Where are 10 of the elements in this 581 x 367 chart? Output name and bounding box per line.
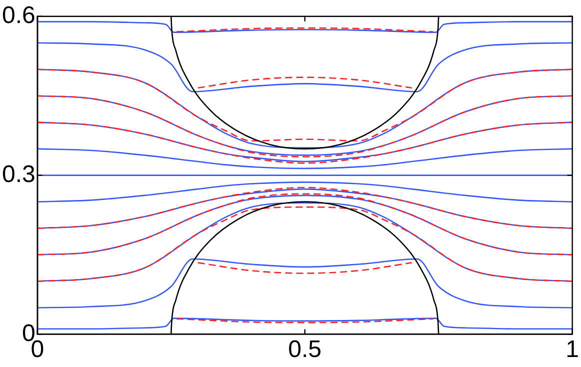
line-series bbox=[37, 182, 572, 202]
y-tick-label: 0.6 bbox=[2, 2, 36, 30]
line-series bbox=[37, 258, 572, 308]
line-series bbox=[37, 148, 572, 170]
line-series bbox=[37, 42, 572, 92]
y-tick-label: 0.3 bbox=[2, 160, 36, 188]
line-series bbox=[37, 318, 572, 330]
line-series bbox=[37, 21, 572, 33]
x-tick-label: 0.5 bbox=[288, 336, 322, 364]
x-tick-label: 1 bbox=[566, 336, 580, 364]
